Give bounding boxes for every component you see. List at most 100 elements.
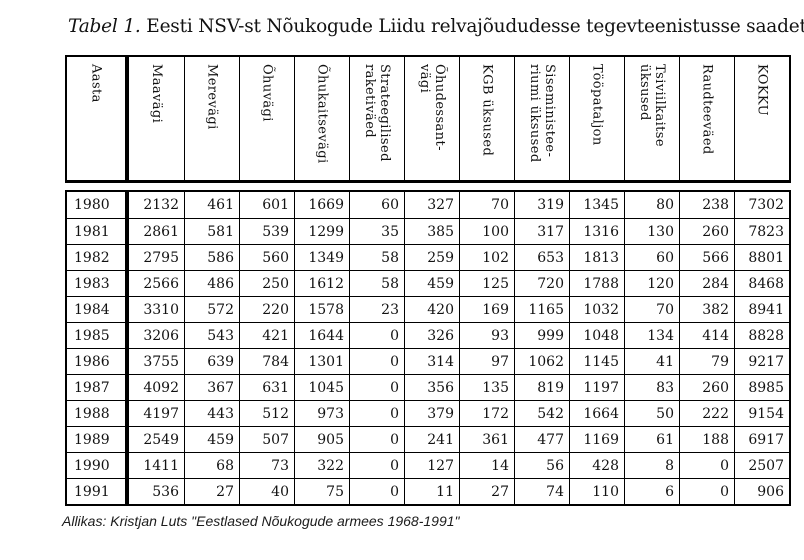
value-cell: 0 — [679, 478, 734, 504]
value-cell: 4092 — [129, 374, 184, 400]
value-cell: 720 — [514, 270, 569, 296]
year-cell: 1980 — [67, 192, 129, 218]
header-label: Tööpataljon — [589, 64, 605, 146]
value-cell: 443 — [184, 400, 239, 426]
value-cell: 601 — [239, 192, 294, 218]
value-cell: 512 — [239, 400, 294, 426]
value-cell: 60 — [624, 244, 679, 270]
header-label: Õhukaitsevägi — [314, 64, 330, 164]
value-cell: 1788 — [569, 270, 624, 296]
value-cell: 41 — [624, 348, 679, 374]
value-cell: 1032 — [569, 296, 624, 322]
value-cell: 50 — [624, 400, 679, 426]
value-cell: 6917 — [734, 426, 789, 452]
value-cell: 314 — [404, 348, 459, 374]
value-cell: 1169 — [569, 426, 624, 452]
value-cell: 0 — [349, 348, 404, 374]
value-cell: 74 — [514, 478, 569, 504]
value-cell: 367 — [184, 374, 239, 400]
value-cell: 260 — [679, 374, 734, 400]
value-cell: 414 — [679, 322, 734, 348]
header-cell: Aasta — [67, 57, 129, 180]
value-cell: 486 — [184, 270, 239, 296]
header-cell: Raudteeväed — [679, 57, 734, 180]
value-cell: 27 — [459, 478, 514, 504]
value-cell: 2566 — [129, 270, 184, 296]
value-cell: 639 — [184, 348, 239, 374]
value-cell: 0 — [349, 322, 404, 348]
value-cell: 973 — [294, 400, 349, 426]
value-cell: 125 — [459, 270, 514, 296]
header-label: Siseministee- riumi üksused — [527, 64, 557, 163]
value-cell: 819 — [514, 374, 569, 400]
value-cell: 1612 — [294, 270, 349, 296]
value-cell: 259 — [404, 244, 459, 270]
header-label: Maavägi — [149, 64, 164, 124]
value-cell: 83 — [624, 374, 679, 400]
year-cell: 1991 — [67, 478, 129, 504]
value-cell: 906 — [734, 478, 789, 504]
value-cell: 1664 — [569, 400, 624, 426]
header-cell: KGB üksused — [459, 57, 514, 180]
header-cell: Õhuvägi — [239, 57, 294, 180]
value-cell: 1301 — [294, 348, 349, 374]
value-cell: 14 — [459, 452, 514, 478]
value-cell: 326 — [404, 322, 459, 348]
value-cell: 543 — [184, 322, 239, 348]
header-cell: Õhudessant- vägi — [404, 57, 459, 180]
header-cell: Strateegilised raketiväed — [349, 57, 404, 180]
table-number-label: Tabel 1. — [68, 16, 141, 37]
value-cell: 0 — [349, 478, 404, 504]
value-cell: 1349 — [294, 244, 349, 270]
value-cell: 3310 — [129, 296, 184, 322]
value-cell: 135 — [459, 374, 514, 400]
header-label: Merevägi — [204, 64, 220, 130]
table-header-row: Aasta Maavägi Merevägi Õhuvägi Õhukaitsevägi… — [65, 55, 791, 183]
value-cell: 172 — [459, 400, 514, 426]
value-cell: 120 — [624, 270, 679, 296]
value-cell: 238 — [679, 192, 734, 218]
year-cell: 1981 — [67, 218, 129, 244]
value-cell: 284 — [679, 270, 734, 296]
value-cell: 9217 — [734, 348, 789, 374]
value-cell: 428 — [569, 452, 624, 478]
header-label: Aasta — [88, 64, 104, 103]
value-cell: 11 — [404, 478, 459, 504]
value-cell: 2549 — [129, 426, 184, 452]
value-cell: 653 — [514, 244, 569, 270]
value-cell: 539 — [239, 218, 294, 244]
value-cell: 70 — [624, 296, 679, 322]
value-cell: 317 — [514, 218, 569, 244]
year-cell: 1985 — [67, 322, 129, 348]
value-cell: 1644 — [294, 322, 349, 348]
value-cell: 79 — [679, 348, 734, 374]
value-cell: 23 — [349, 296, 404, 322]
source-citation: Allikas: Kristjan Luts "Eestlased Nõukog… — [62, 513, 460, 529]
year-cell: 1987 — [67, 374, 129, 400]
value-cell: 999 — [514, 322, 569, 348]
value-cell: 2795 — [129, 244, 184, 270]
value-cell: 461 — [184, 192, 239, 218]
year-cell: 1983 — [67, 270, 129, 296]
header-label: KGB üksused — [479, 64, 495, 157]
value-cell: 572 — [184, 296, 239, 322]
value-cell: 73 — [239, 452, 294, 478]
value-cell: 8801 — [734, 244, 789, 270]
value-cell: 586 — [184, 244, 239, 270]
value-cell: 222 — [679, 400, 734, 426]
value-cell: 1669 — [294, 192, 349, 218]
header-label: KOKKU — [754, 64, 770, 116]
value-cell: 6 — [624, 478, 679, 504]
value-cell: 9154 — [734, 400, 789, 426]
value-cell: 0 — [349, 426, 404, 452]
value-cell: 0 — [349, 400, 404, 426]
year-cell: 1982 — [67, 244, 129, 270]
value-cell: 250 — [239, 270, 294, 296]
value-cell: 319 — [514, 192, 569, 218]
value-cell: 134 — [624, 322, 679, 348]
value-cell: 322 — [294, 452, 349, 478]
value-cell: 68 — [184, 452, 239, 478]
header-label: Tsiviilkaitse üksused — [637, 64, 667, 147]
value-cell: 385 — [404, 218, 459, 244]
value-cell: 35 — [349, 218, 404, 244]
